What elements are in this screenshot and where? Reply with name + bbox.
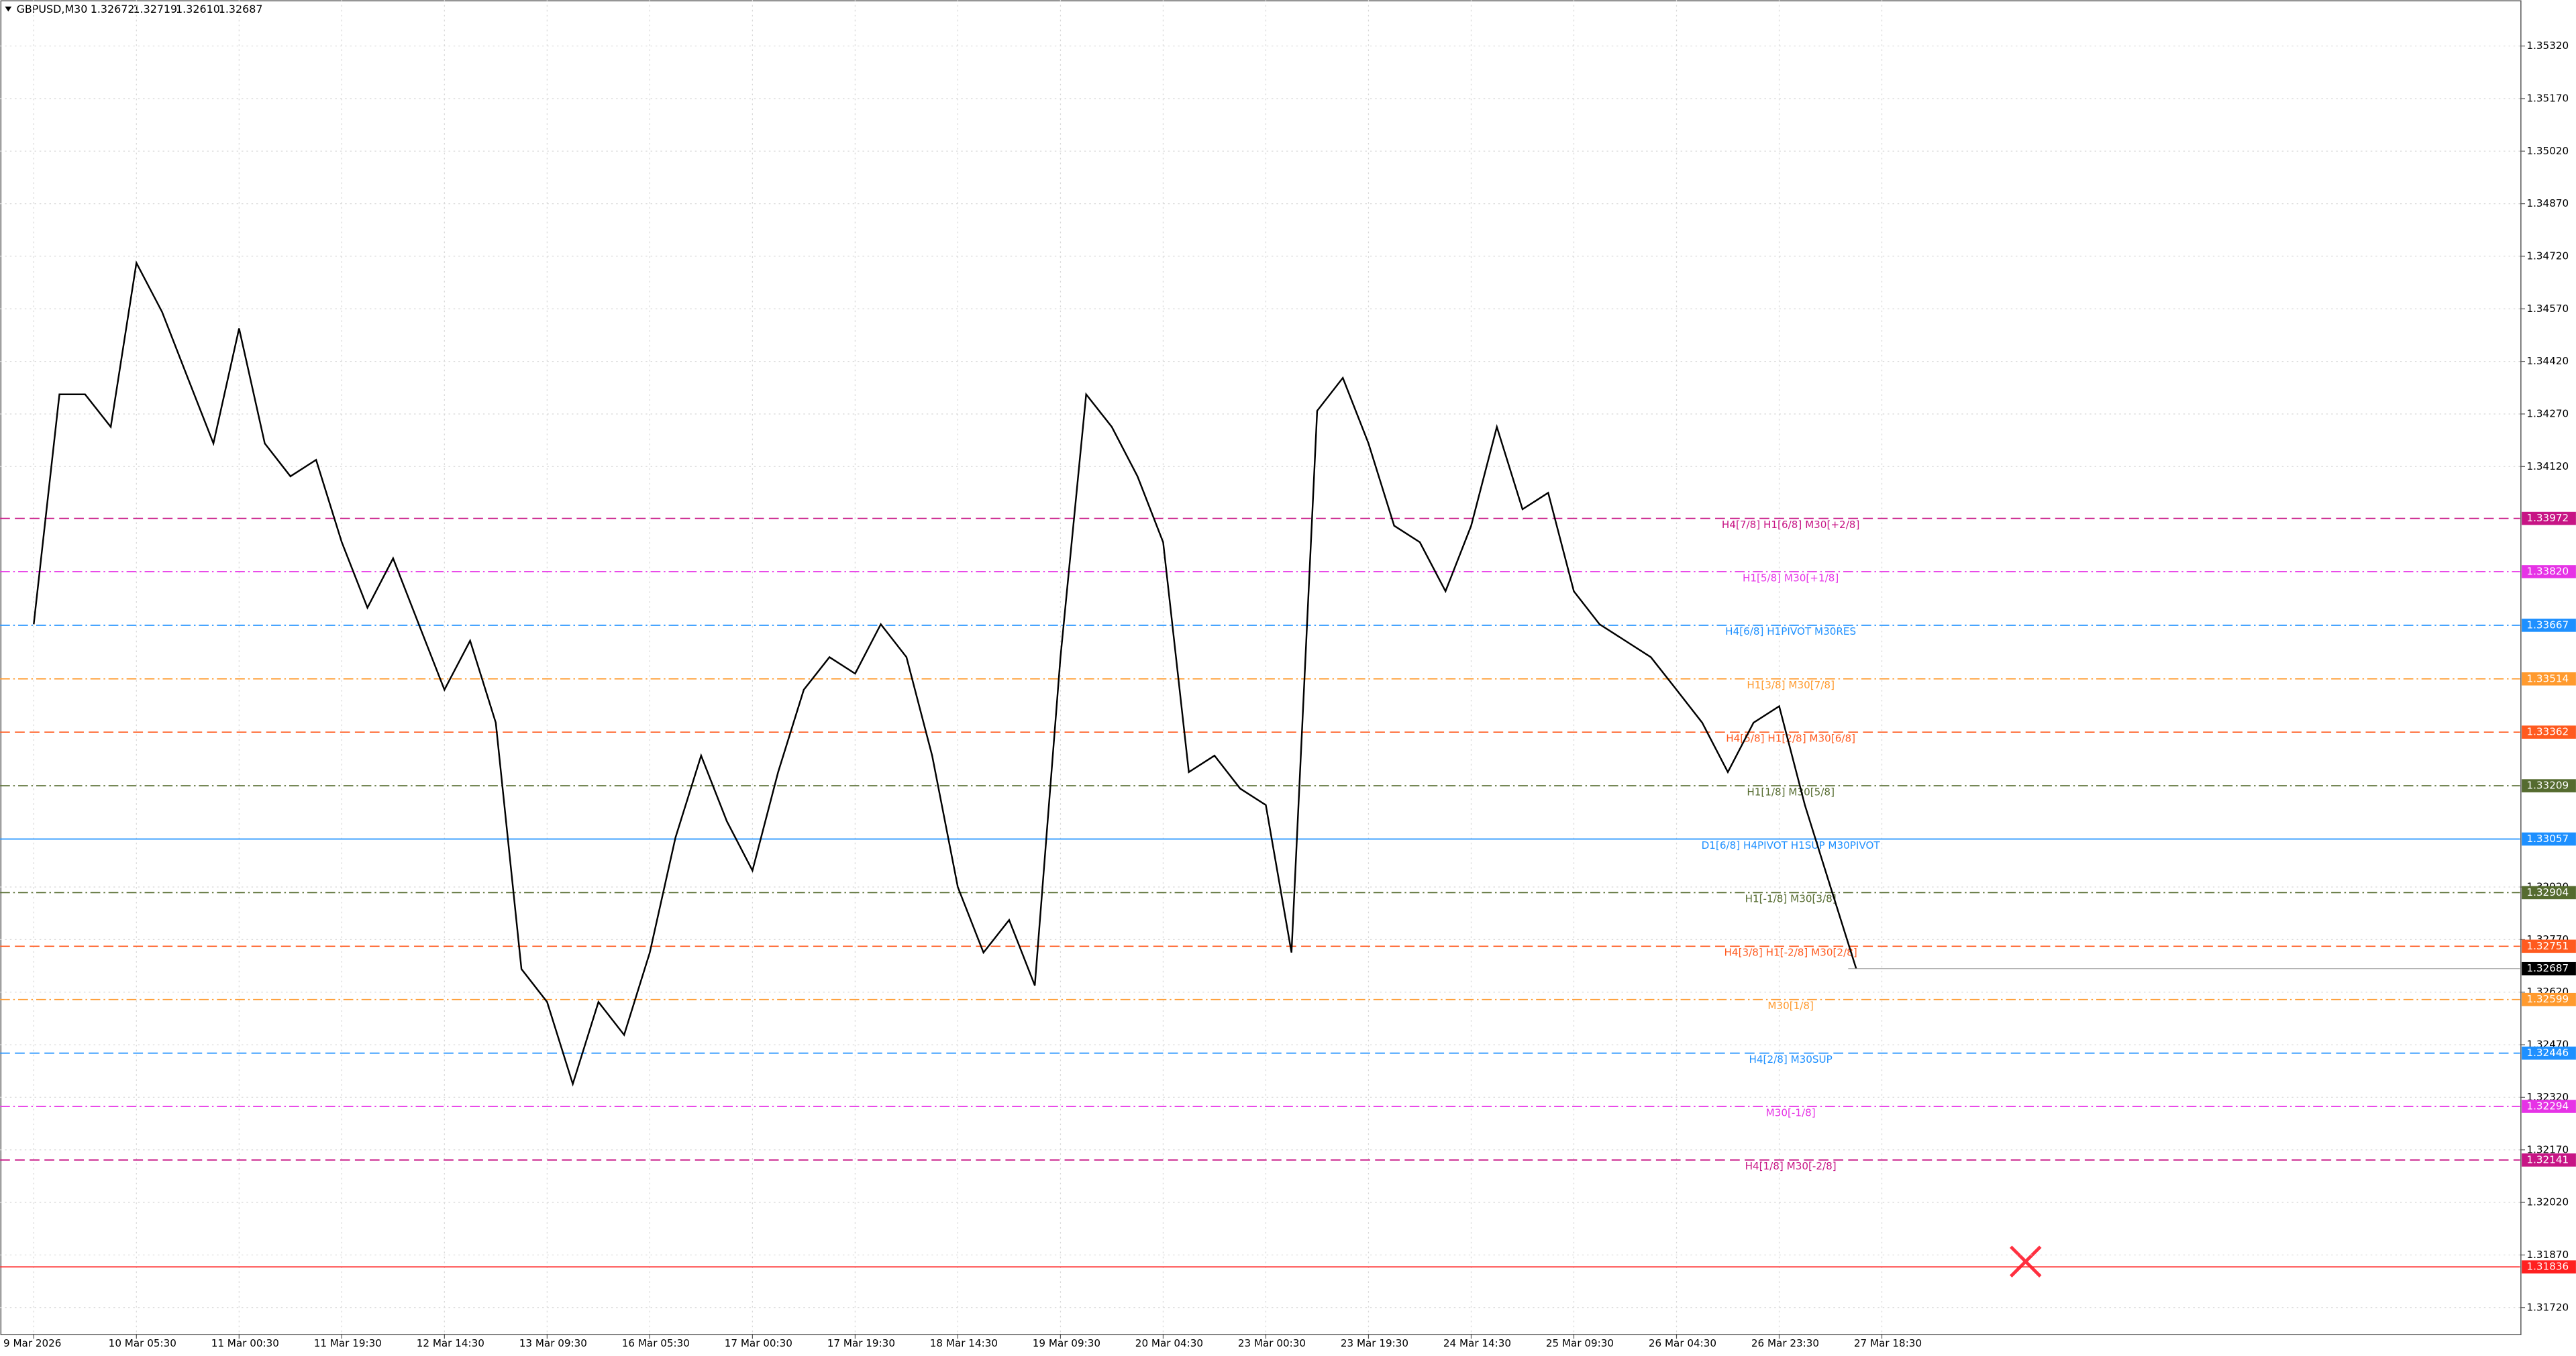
y-tick-label: 1.35020	[2526, 145, 2569, 157]
quote: 1.32719	[133, 3, 177, 15]
price-tag-label: 1.32446	[2526, 1047, 2569, 1059]
price-tag-label: 1.32599	[2526, 993, 2569, 1005]
x-tick-label: 11 Mar 19:30	[314, 1337, 382, 1349]
menu-triangle[interactable]	[5, 6, 12, 12]
quote: 1.32610	[176, 3, 220, 15]
price-tag	[2522, 832, 2576, 846]
x-tick-label: 18 Mar 14:30	[930, 1337, 998, 1349]
y-tick-label: 1.34870	[2526, 197, 2569, 209]
level-label: H1[3/8] M30[7/8]	[1747, 679, 1835, 691]
x-tick-label: 13 Mar 09:30	[519, 1337, 587, 1349]
level-label: H4[6/8] H1PIVOT M30RES	[1725, 625, 1856, 637]
price-tag	[2522, 1100, 2576, 1113]
x-tick-label: 26 Mar 04:30	[1649, 1337, 1716, 1349]
quote: 1.32672	[91, 3, 135, 15]
x-tick-label: 9 Mar 2026	[3, 1337, 61, 1349]
price-tag	[2522, 511, 2576, 525]
y-tick-label: 1.34570	[2526, 303, 2569, 315]
x-tick-label: 17 Mar 00:30	[725, 1337, 792, 1349]
price-tag	[2522, 619, 2576, 632]
x-tick-label: 16 Mar 05:30	[622, 1337, 690, 1349]
level-label: H4[2/8] M30SUP	[1749, 1053, 1833, 1065]
level-label: M30[-1/8]	[1766, 1106, 1816, 1118]
price-tag	[2522, 779, 2576, 792]
x-tick-label: 19 Mar 09:30	[1033, 1337, 1100, 1349]
quote: 1.32687	[219, 3, 263, 15]
level-label: H4[7/8] H1[6/8] M30[+2/8]	[1722, 519, 1859, 531]
y-tick-label: 1.34720	[2526, 250, 2569, 262]
x-tick-label: 25 Mar 09:30	[1546, 1337, 1614, 1349]
y-tick-label: 1.31720	[2526, 1301, 2569, 1313]
y-tick-label: 1.32020	[2526, 1196, 2569, 1208]
level-label: H1[1/8] M30[5/8]	[1747, 786, 1835, 798]
price-tag	[2522, 992, 2576, 1006]
price-tag-label: 1.32141	[2526, 1153, 2569, 1165]
price-tag-label: 1.32751	[2526, 940, 2569, 952]
price-tag-label: 1.31836	[2526, 1261, 2569, 1273]
y-tick-label: 1.32170	[2526, 1143, 2569, 1155]
x-tick-label: 20 Mar 04:30	[1135, 1337, 1203, 1349]
price-tag-label: 1.33820	[2526, 565, 2569, 577]
price-tag	[2522, 1046, 2576, 1060]
level-label: H4[1/8] M30[-2/8]	[1745, 1160, 1837, 1172]
price-tag	[2522, 725, 2576, 739]
quotes: 1.32672 1.32719 1.32610 1.32687	[91, 3, 263, 15]
level-label: H4[3/8] H1[-2/8] M30[2/8]	[1724, 947, 1857, 959]
x-tick-label: 26 Mar 23:30	[1751, 1337, 1819, 1349]
price-tag-label: 1.33057	[2526, 833, 2569, 845]
level-label: D1[6/8] H4PIVOT H1SUP M30PIVOT	[1702, 839, 1881, 851]
level-label: M30[1/8]	[1767, 1000, 1814, 1012]
level-label: H1[5/8] M30[+1/8]	[1743, 572, 1839, 584]
y-tick-label: 1.35320	[2526, 40, 2569, 52]
price-tag	[2522, 961, 2576, 976]
price-tag	[2522, 565, 2576, 578]
price-tag-label: 1.33667	[2526, 619, 2569, 631]
y-tick-label: 1.34420	[2526, 355, 2569, 367]
plot-frame	[0, 0, 2522, 1335]
price-tag	[2522, 1153, 2576, 1167]
x-tick-label: 12 Mar 14:30	[417, 1337, 484, 1349]
x-tick-label: 23 Mar 19:30	[1341, 1337, 1408, 1349]
price-tag-label: 1.33362	[2526, 726, 2569, 738]
level-label: H1[-1/8] M30[3/8]	[1745, 893, 1837, 905]
x-tick-label: 24 Mar 14:30	[1443, 1337, 1511, 1349]
x-tick-label: 11 Mar 00:30	[211, 1337, 279, 1349]
level-label: H4[5/8] H1[2/8] M30[6/8]	[1726, 732, 1855, 744]
price-tag	[2522, 886, 2576, 900]
price-tag-label: 1.33972	[2526, 512, 2569, 524]
price-tag-label: 1.32294	[2526, 1100, 2569, 1112]
price-tag-label: 1.32687	[2526, 962, 2569, 974]
x-tick-label: 17 Mar 19:30	[827, 1337, 895, 1349]
symbol: GBPUSD,M30	[17, 3, 88, 15]
y-tick-label: 1.34270	[2526, 407, 2569, 419]
price-line	[33, 260, 1857, 1087]
y-tick-label: 1.34120	[2526, 460, 2569, 472]
price-tag-label: 1.33514	[2526, 672, 2569, 684]
price-tag-label: 1.33209	[2526, 780, 2569, 792]
close-marker[interactable]	[2009, 1245, 2042, 1277]
price-tag	[2522, 1260, 2576, 1273]
x-tick-label: 10 Mar 05:30	[109, 1337, 176, 1349]
price-tag	[2522, 939, 2576, 953]
y-tick-label: 1.35170	[2526, 92, 2569, 104]
x-tick-label: 23 Mar 00:30	[1238, 1337, 1306, 1349]
price-tag	[2522, 672, 2576, 686]
x-tick-label: 27 Mar 18:30	[1854, 1337, 1922, 1349]
y-tick-label: 1.31870	[2526, 1249, 2569, 1261]
price-tag-label: 1.32904	[2526, 886, 2569, 898]
